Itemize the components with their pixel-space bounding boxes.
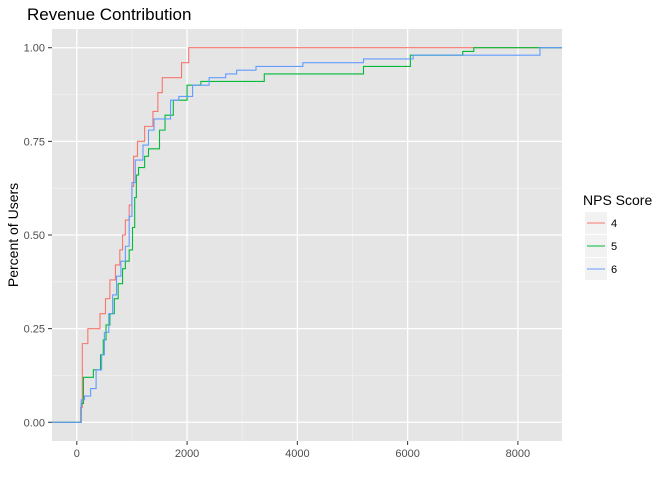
legend-label-5: 5 xyxy=(611,241,617,253)
y-axis-title: Percent of Users xyxy=(5,183,21,287)
y-tick-label: 1.00 xyxy=(24,43,45,55)
y-tick-label: 0.75 xyxy=(24,136,45,148)
x-tick-label: 0 xyxy=(74,448,80,460)
legend-keys: 4 5 6 xyxy=(585,212,617,280)
legend: NPS Score 4 5 6 xyxy=(583,192,652,280)
x-tick-label: 8000 xyxy=(506,448,530,460)
chart-title: Revenue Contribution xyxy=(27,5,191,24)
y-tick-label: 0.25 xyxy=(24,324,45,336)
major-gridlines xyxy=(52,29,562,441)
y-tick-label: 0.00 xyxy=(24,417,45,429)
y-axis: 0.00 0.25 0.50 0.75 1.00 xyxy=(24,43,52,429)
y-tick-label: 0.50 xyxy=(24,230,45,242)
legend-label-4: 4 xyxy=(611,218,617,230)
series-line-5 xyxy=(52,47,562,423)
series-lines xyxy=(52,47,562,423)
x-tick-label: 6000 xyxy=(395,448,419,460)
legend-title: NPS Score xyxy=(583,192,652,208)
series-line-4 xyxy=(52,47,562,423)
x-axis: 0 2000 4000 6000 8000 xyxy=(74,441,530,460)
legend-label-6: 6 xyxy=(611,264,617,276)
series-line-6 xyxy=(52,47,562,423)
x-tick-label: 4000 xyxy=(285,448,309,460)
x-tick-label: 2000 xyxy=(175,448,199,460)
